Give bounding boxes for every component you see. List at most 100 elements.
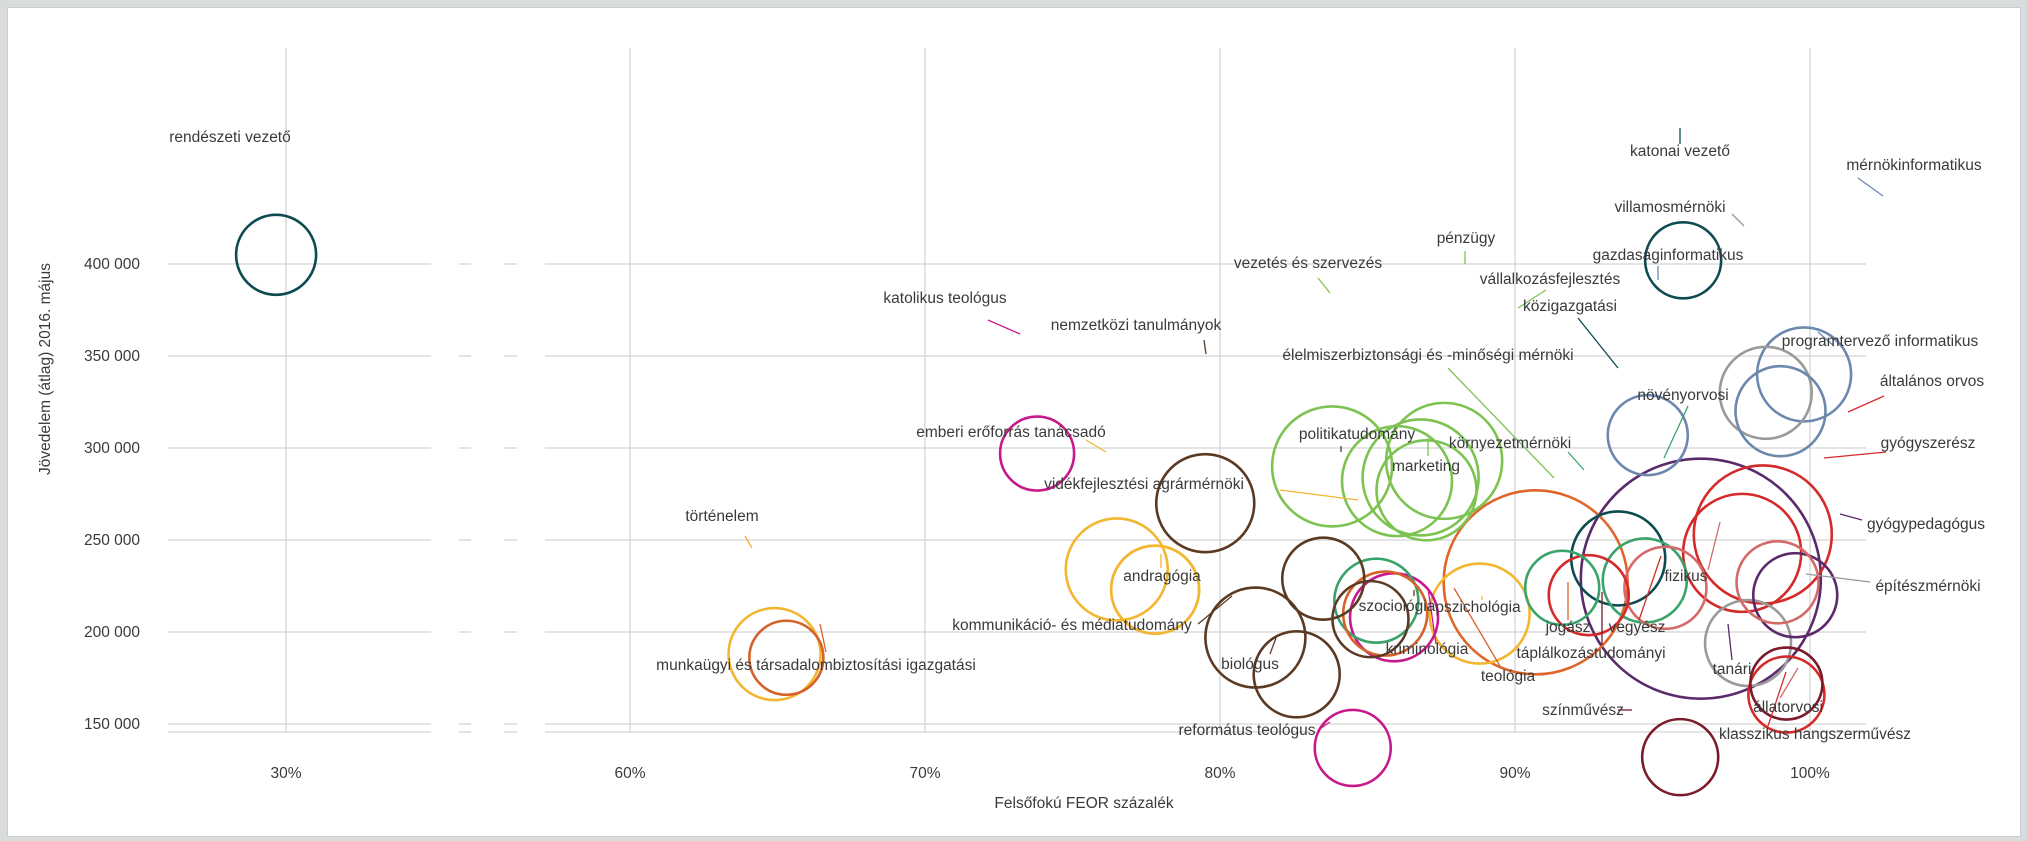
- leader-line: [1779, 667, 1799, 699]
- bubble[interactable]: [727, 606, 822, 702]
- leader-line: [1857, 177, 1884, 197]
- bubble[interactable]: [1547, 553, 1631, 637]
- bubble-label: marketing: [1392, 458, 1460, 475]
- bubble-label: tanári: [1713, 661, 1752, 678]
- leader-line: [1085, 439, 1107, 453]
- leader-line: [987, 319, 1021, 335]
- leader-line: [1567, 451, 1585, 471]
- bubble[interactable]: [1340, 424, 1454, 538]
- bubble[interactable]: [1333, 557, 1420, 645]
- bubble-label: gazdaságinformatikus: [1593, 247, 1744, 264]
- y-tick-label: 300 000: [84, 440, 140, 457]
- bubble[interactable]: [1734, 364, 1827, 458]
- leader-line: [1317, 721, 1331, 731]
- leader-line: [1577, 317, 1619, 369]
- bubble[interactable]: [1313, 708, 1393, 788]
- bubble-label: vegyész: [1609, 619, 1666, 636]
- leader-line: [1279, 489, 1359, 501]
- bubble-label: színművész: [1542, 702, 1624, 719]
- bubble[interactable]: [1523, 549, 1601, 627]
- bubble-label: katonai vezető: [1630, 143, 1730, 160]
- bubble-label: villamosmérnöki: [1614, 199, 1725, 216]
- bubble-label: szociológia: [1359, 598, 1436, 615]
- x-tick-label: 80%: [1204, 765, 1235, 782]
- bubble[interactable]: [1331, 579, 1410, 659]
- bubble[interactable]: [1252, 630, 1341, 719]
- leader-line: [1847, 395, 1885, 413]
- bubble[interactable]: [1109, 544, 1201, 635]
- bubble-label: teológia: [1481, 668, 1536, 685]
- leader-line: [1517, 289, 1547, 309]
- bubble[interactable]: [1361, 418, 1480, 537]
- bubble[interactable]: [748, 619, 825, 697]
- leader-line: [1707, 521, 1721, 571]
- leader-line: [1427, 587, 1437, 645]
- bubble[interactable]: [234, 213, 318, 297]
- bubble[interactable]: [1735, 540, 1820, 625]
- leader-line: [1197, 595, 1233, 625]
- bubble[interactable]: [1375, 439, 1478, 542]
- bubble-label: építészmérnöki: [1875, 578, 1980, 595]
- label-layer: rendészeti vezető katonai vezető mérnökinf…: [169, 129, 1985, 743]
- bubble-label: katolikus teológus: [883, 290, 1006, 307]
- bubble[interactable]: [1681, 492, 1803, 614]
- bubble[interactable]: [1640, 717, 1720, 797]
- bubble-label: élelmiszerbiztonsági és -minőségi mérnök…: [1282, 347, 1573, 364]
- leader-line: [1817, 331, 1835, 347]
- leader-line: [1638, 555, 1662, 621]
- bubble[interactable]: [1643, 221, 1723, 300]
- bubble-label: andragógia: [1123, 568, 1201, 585]
- y-tick-label: 150 000: [84, 716, 140, 733]
- y-tick-label: 200 000: [84, 624, 140, 641]
- bubble-label: nemzetközi tanulmányok: [1051, 317, 1222, 334]
- bubble-label: pszichológia: [1435, 599, 1521, 616]
- leader-line: [1203, 339, 1207, 355]
- bubble-label: gyógypedagógus: [1867, 516, 1985, 533]
- leader-line: [1805, 573, 1871, 583]
- y-axis-title: Jövedelem (átlag) 2016. május: [37, 263, 54, 475]
- x-axis-title: Felsőfokú FEOR százalék: [994, 795, 1173, 812]
- bubble[interactable]: [1606, 393, 1690, 477]
- bubble-label: klasszikus hangszerművész: [1719, 726, 1911, 743]
- bubble[interactable]: [1280, 536, 1366, 621]
- bubble[interactable]: [998, 415, 1076, 492]
- leader-line: [1447, 367, 1555, 479]
- bubble-label: református teológus: [1179, 722, 1316, 739]
- bubble[interactable]: [1270, 405, 1394, 528]
- bubble-label: általános orvos: [1880, 373, 1985, 390]
- bubble[interactable]: [1747, 655, 1826, 734]
- bubble-label: biológus: [1221, 656, 1279, 673]
- bubble-label: kriminológia: [1386, 641, 1469, 658]
- bubble-label: vidékfejlesztési agrármérnöki: [1044, 476, 1244, 493]
- y-tick-label: 400 000: [84, 256, 140, 273]
- leader-line: [1269, 637, 1277, 655]
- bubble-label: vállalkozásfejlesztés: [1480, 271, 1621, 288]
- leader-line: [1767, 671, 1787, 727]
- bubble[interactable]: [1718, 345, 1814, 441]
- x-tick-label: 100%: [1790, 765, 1830, 782]
- bubble[interactable]: [1064, 517, 1170, 622]
- bubble[interactable]: [1579, 457, 1823, 700]
- bubble-label: munkaügyi és társadalombiztosítási igazg…: [656, 657, 976, 674]
- y-tick-label: 350 000: [84, 348, 140, 365]
- bubble-label: politikatudomány: [1299, 426, 1416, 443]
- bubble[interactable]: [1751, 551, 1839, 639]
- bubble-label: vezetés és szervezés: [1234, 255, 1382, 272]
- leader-layer: [744, 128, 1887, 731]
- bubble-chart: rendészeti vezető katonai vezető mérnökinf…: [37, 48, 1985, 812]
- bubble[interactable]: [1428, 562, 1531, 665]
- x-tick-label: 70%: [909, 765, 940, 782]
- grid-layer: [168, 48, 1866, 733]
- bubble-label: környezetmérnöki: [1449, 435, 1571, 452]
- bubble-label: történelem: [685, 508, 758, 525]
- bubble[interactable]: [1623, 545, 1708, 631]
- x-tick-label: 90%: [1499, 765, 1530, 782]
- bubble[interactable]: [1755, 326, 1853, 423]
- bubble-label: közigazgatási: [1523, 298, 1617, 315]
- bubble-label: állatorvosi: [1753, 699, 1823, 716]
- bubble-label: táplálkozástudományi: [1516, 645, 1665, 662]
- bubble[interactable]: [1154, 452, 1256, 554]
- bubble-label: pénzügy: [1437, 230, 1496, 247]
- bubble-label: emberi erőforrás tanácsadó: [916, 424, 1106, 441]
- bubble[interactable]: [1749, 646, 1824, 721]
